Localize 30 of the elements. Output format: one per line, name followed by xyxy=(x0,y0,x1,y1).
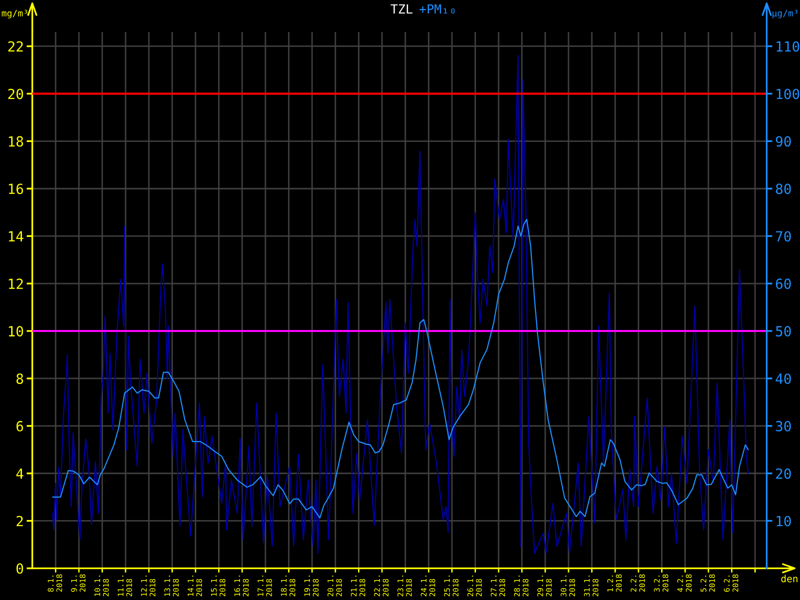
y2-tick-label: 110 xyxy=(776,41,800,52)
y2-tick-label: 40 xyxy=(776,373,791,384)
y-tick-label: 10 xyxy=(8,326,24,337)
line-series xyxy=(52,218,749,519)
line-series xyxy=(52,54,749,554)
y-tick-label: 12 xyxy=(8,278,23,289)
y2-tick-label: 20 xyxy=(776,468,791,479)
y2-tick-label: 80 xyxy=(776,184,791,194)
y-tick-label: 8 xyxy=(16,373,24,384)
y2-tick-label: 50 xyxy=(776,326,791,337)
y-tick-label: 20 xyxy=(8,88,24,100)
y2-tick-label: 60 xyxy=(776,278,791,290)
chart-title: TZL xyxy=(390,4,412,14)
y2-tick-label: 10 xyxy=(776,516,791,526)
y-tick-label: 4 xyxy=(16,468,24,479)
y2-tick-label: 70 xyxy=(776,231,791,242)
y-tick-label: 22 xyxy=(8,41,23,52)
y2-tick-label: 30 xyxy=(776,420,791,432)
y-tick-label: 2 xyxy=(16,516,23,526)
y-tick-label: 16 xyxy=(8,184,24,194)
y-tick-label: 6 xyxy=(16,420,24,432)
y-axis-title: mg/m³ xyxy=(2,10,28,18)
y-tick-label: 14 xyxy=(8,231,24,242)
x-axis-title: den xyxy=(781,574,798,582)
y2-tick-label: 90 xyxy=(776,136,791,147)
chart-subtitle: +PM₁₀ xyxy=(420,4,455,14)
y-tick-label: 18 xyxy=(8,136,24,147)
y2-axis-title: µg/m³ xyxy=(772,10,798,18)
y-tick-label: 0 xyxy=(16,563,24,574)
y2-tick-label: 100 xyxy=(776,88,800,100)
